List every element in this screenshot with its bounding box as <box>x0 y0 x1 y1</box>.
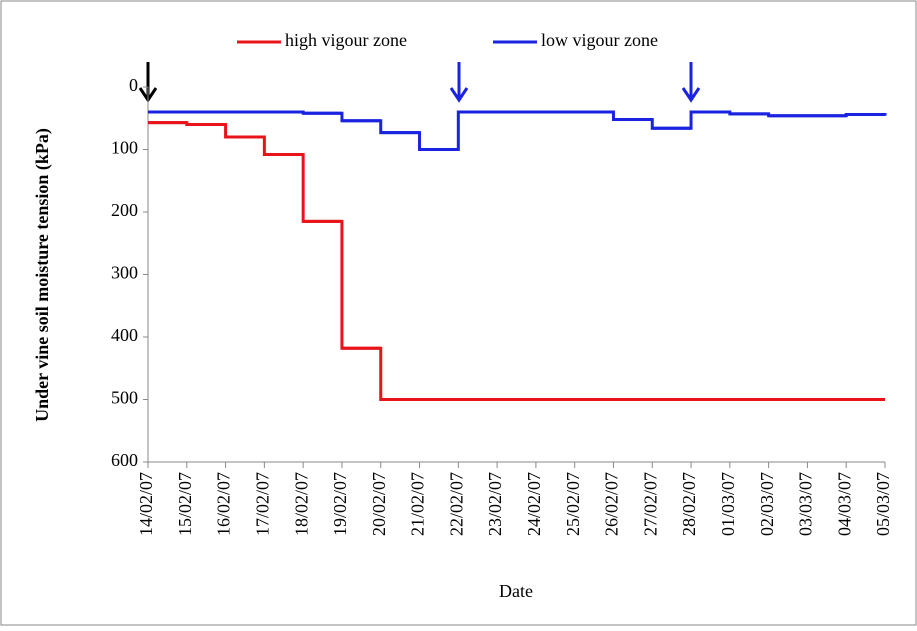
x-axis-label: Date <box>499 581 533 601</box>
arrow <box>681 62 701 103</box>
x-tick-label: 21/02/07 <box>408 472 428 536</box>
y-tick-label: 600 <box>111 450 138 470</box>
y-tick-label: 200 <box>111 200 138 220</box>
x-tick-label: 01/03/07 <box>718 472 738 536</box>
x-tick-label: 27/02/07 <box>640 472 660 536</box>
x-tick-label: 23/02/07 <box>485 472 505 536</box>
x-tick-label: 04/03/07 <box>834 472 854 536</box>
legend-label: low vigour zone <box>541 30 658 50</box>
x-tick-label: 19/02/07 <box>330 472 350 536</box>
x-tick-label: 26/02/07 <box>602 472 622 536</box>
x-tick-label: 24/02/07 <box>524 472 544 536</box>
y-tick-label: 400 <box>111 325 138 345</box>
y-tick-label: 300 <box>111 263 138 283</box>
x-tick-label: 22/02/07 <box>446 472 466 536</box>
x-tick-label: 05/03/07 <box>873 472 893 536</box>
x-tick-label: 03/03/07 <box>796 472 816 536</box>
y-axis-label: Under vine soil moisture tension (kPa) <box>32 128 53 422</box>
x-tick-label: 02/03/07 <box>757 472 777 536</box>
x-tick-label: 28/02/07 <box>679 472 699 536</box>
x-tick-label: 25/02/07 <box>563 472 583 536</box>
legend-label: high vigour zone <box>285 30 407 50</box>
x-tick-label: 20/02/07 <box>369 472 389 536</box>
x-tick-label: 17/02/07 <box>252 472 272 536</box>
x-tick-label: 18/02/07 <box>291 472 311 536</box>
y-tick-label: 100 <box>111 138 138 158</box>
x-tick-label: 14/02/07 <box>136 472 156 536</box>
x-tick-label: 15/02/07 <box>175 472 195 536</box>
y-tick-label: 500 <box>111 388 138 408</box>
x-tick-label: 16/02/07 <box>214 472 234 536</box>
y-tick-label: 0 <box>129 75 138 95</box>
arrow <box>449 62 469 103</box>
